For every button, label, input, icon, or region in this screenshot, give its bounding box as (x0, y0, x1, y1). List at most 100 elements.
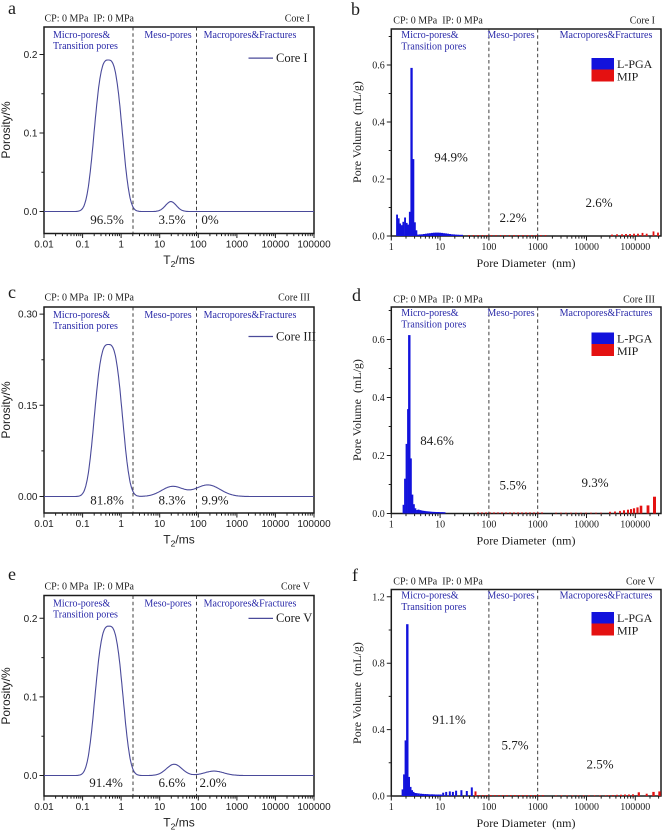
svg-text:Macropores&Fractures: Macropores&Fractures (560, 591, 653, 602)
svg-text:f: f (352, 565, 358, 585)
svg-text:5.7%: 5.7% (501, 738, 528, 753)
svg-text:2.0%: 2.0% (199, 775, 226, 790)
svg-text:0.6: 0.6 (372, 61, 385, 72)
svg-text:0.1: 0.1 (24, 692, 38, 703)
svg-text:0.2: 0.2 (372, 451, 385, 462)
svg-text:0.0: 0.0 (372, 792, 385, 803)
svg-text:Macropores&Fractures: Macropores&Fractures (560, 308, 653, 319)
svg-text:1000: 1000 (528, 242, 548, 253)
svg-text:8.3%: 8.3% (158, 493, 185, 508)
svg-text:Core III: Core III (276, 329, 316, 343)
svg-text:5.5%: 5.5% (499, 478, 526, 493)
svg-text:Micro-pores&: Micro-pores& (53, 30, 110, 41)
svg-text:10: 10 (154, 519, 166, 530)
svg-text:Core V: Core V (276, 611, 312, 625)
svg-text:T2/ms: T2/ms (163, 533, 194, 549)
svg-text:1000: 1000 (226, 802, 249, 813)
svg-text:0.01: 0.01 (34, 802, 54, 813)
svg-text:Macropores&Fractures: Macropores&Fractures (204, 310, 297, 321)
svg-text:0.2: 0.2 (372, 175, 385, 186)
svg-text:0.2: 0.2 (24, 50, 38, 61)
svg-text:100: 100 (190, 519, 207, 530)
svg-text:Transition pores: Transition pores (53, 321, 118, 332)
svg-text:100: 100 (190, 802, 207, 813)
svg-text:0%: 0% (201, 212, 219, 227)
svg-text:Core I: Core I (285, 13, 310, 24)
svg-text:91.4%: 91.4% (89, 775, 123, 790)
svg-text:9.9%: 9.9% (201, 493, 228, 508)
svg-text:Porosity/%: Porosity/% (0, 101, 13, 159)
svg-text:0.30: 0.30 (18, 310, 38, 321)
svg-text:1000: 1000 (528, 520, 548, 531)
svg-text:10: 10 (154, 802, 166, 813)
svg-text:1000: 1000 (226, 240, 249, 251)
svg-text:1: 1 (389, 520, 394, 531)
svg-text:Core III: Core III (623, 295, 655, 306)
svg-text:0.0: 0.0 (24, 771, 38, 782)
svg-text:Pore Diameter (nm): Pore Diameter (nm) (477, 256, 576, 270)
svg-text:c: c (8, 282, 16, 302)
svg-text:100000: 100000 (620, 242, 650, 253)
svg-text:84.6%: 84.6% (420, 433, 454, 448)
svg-text:100: 100 (481, 242, 496, 253)
svg-text:a: a (8, 0, 16, 18)
svg-text:0.1: 0.1 (76, 802, 90, 813)
svg-text:1: 1 (389, 802, 394, 813)
svg-text:10: 10 (154, 240, 166, 251)
svg-text:0.15: 0.15 (18, 401, 38, 412)
svg-text:Meso-pores: Meso-pores (487, 591, 534, 602)
svg-text:Micro-pores&: Micro-pores& (401, 30, 458, 41)
svg-text:0.00: 0.00 (18, 492, 38, 503)
svg-text:Pore Diameter (nm): Pore Diameter (nm) (477, 534, 576, 548)
svg-text:0.4: 0.4 (372, 118, 385, 129)
svg-text:0.1: 0.1 (76, 240, 90, 251)
svg-text:100000: 100000 (297, 802, 331, 813)
svg-text:Macropores&Fractures: Macropores&Fractures (204, 30, 297, 41)
svg-text:10: 10 (435, 802, 445, 813)
svg-text:Pore Volume (mL/g): Pore Volume (mL/g) (350, 359, 364, 461)
svg-text:Core III: Core III (278, 293, 310, 304)
svg-text:0.0: 0.0 (24, 207, 38, 218)
svg-text:CP: 0 MPa IP: 0 MPa: CP: 0 MPa IP: 0 MPa (393, 16, 483, 27)
svg-text:2.5%: 2.5% (586, 757, 613, 772)
svg-text:Micro-pores&: Micro-pores& (53, 310, 110, 321)
svg-text:b: b (351, 0, 360, 19)
svg-text:Transition pores: Transition pores (53, 610, 118, 621)
svg-text:Meso-pores: Meso-pores (144, 310, 191, 321)
svg-text:Macropores&Fractures: Macropores&Fractures (204, 599, 297, 610)
svg-text:Porosity/%: Porosity/% (0, 381, 13, 439)
svg-text:0.1: 0.1 (24, 129, 38, 140)
svg-text:1: 1 (118, 802, 124, 813)
svg-text:Micro-pores&: Micro-pores& (401, 591, 458, 602)
svg-text:10: 10 (435, 520, 445, 531)
svg-text:10000: 10000 (261, 802, 289, 813)
svg-text:L-PGA: L-PGA (617, 332, 653, 346)
svg-text:10000: 10000 (261, 519, 289, 530)
svg-text:0.2: 0.2 (24, 614, 38, 625)
svg-text:100: 100 (481, 802, 496, 813)
svg-text:1000: 1000 (528, 802, 548, 813)
svg-text:MIP: MIP (617, 70, 639, 84)
svg-text:MIP: MIP (617, 344, 639, 358)
svg-text:100: 100 (190, 240, 207, 251)
svg-text:96.5%: 96.5% (90, 212, 124, 227)
svg-text:L-PGA: L-PGA (617, 611, 653, 625)
svg-text:2.6%: 2.6% (585, 195, 612, 210)
svg-text:0.4: 0.4 (372, 725, 385, 736)
svg-text:100000: 100000 (297, 240, 331, 251)
svg-text:Transition pores: Transition pores (401, 602, 466, 613)
svg-text:Pore Volume (mL/g): Pore Volume (mL/g) (350, 642, 364, 744)
svg-text:Pore Volume (mL/g): Pore Volume (mL/g) (350, 81, 364, 183)
svg-text:0.4: 0.4 (372, 393, 385, 404)
svg-text:1: 1 (118, 519, 124, 530)
svg-text:MIP: MIP (617, 624, 639, 638)
svg-text:10000: 10000 (574, 802, 599, 813)
svg-text:0.01: 0.01 (34, 519, 54, 530)
svg-text:1.2: 1.2 (372, 592, 385, 603)
svg-text:Core I: Core I (276, 51, 308, 65)
svg-text:Meso-pores: Meso-pores (487, 308, 534, 319)
svg-text:Meso-pores: Meso-pores (144, 599, 191, 610)
svg-text:e: e (8, 564, 16, 584)
svg-text:10000: 10000 (574, 242, 599, 253)
svg-text:100000: 100000 (620, 802, 650, 813)
